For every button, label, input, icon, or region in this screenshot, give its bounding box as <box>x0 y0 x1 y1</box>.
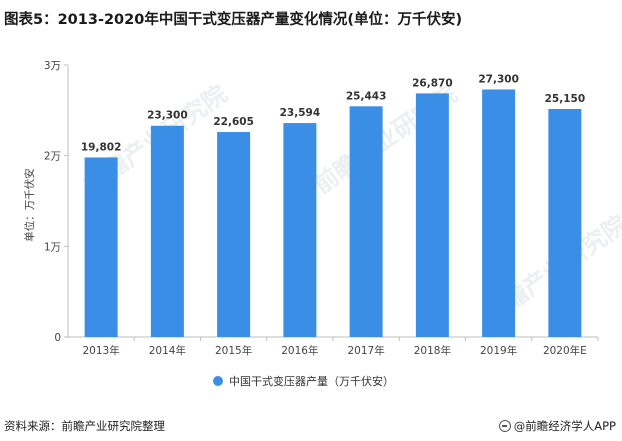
x-tick-label: 2019年 <box>480 344 517 357</box>
data-label: 26,870 <box>412 77 453 89</box>
legend-marker <box>213 376 223 386</box>
data-label: 25,150 <box>545 93 586 105</box>
bar <box>415 93 449 338</box>
y-tick-label: 1万 <box>44 241 61 253</box>
x-tick-label: 2015年 <box>215 344 252 357</box>
chart-title: 图表5：2013-2020年中国干式变压器产量变化情况(单位：万千伏安) <box>4 12 463 28</box>
x-tick-label: 2013年 <box>83 344 120 357</box>
y-axis-label: 单位：万千伏安 <box>23 168 36 242</box>
x-tick-label: 2017年 <box>348 344 385 357</box>
bar <box>482 89 516 337</box>
brand-logo-icon <box>498 420 511 432</box>
bar <box>349 106 383 337</box>
x-tick-label: 2020年E <box>543 344 587 357</box>
source-note: 资料来源：前瞻产业研究院整理 <box>4 419 165 433</box>
bar <box>150 125 184 337</box>
bar <box>84 157 118 337</box>
brand-text: @前瞻经济学人APP <box>513 419 616 433</box>
legend-label: 中国干式变压器产量（万千伏安） <box>229 374 394 388</box>
bar <box>548 108 582 338</box>
x-tick-label: 2014年 <box>149 344 186 357</box>
bar <box>217 132 251 337</box>
x-tick-label: 2018年 <box>414 344 451 357</box>
brand-credit: @前瞻经济学人APP <box>498 418 616 434</box>
data-label: 19,802 <box>81 141 122 153</box>
y-tick-label: 3万 <box>44 60 61 72</box>
y-tick-label: 0 <box>54 332 61 344</box>
data-label: 23,594 <box>280 107 321 119</box>
data-label: 27,300 <box>478 73 519 85</box>
bar <box>283 123 317 337</box>
y-tick-label: 2万 <box>44 151 61 163</box>
x-tick-label: 2016年 <box>281 344 318 357</box>
data-label: 25,443 <box>346 90 387 102</box>
data-label: 23,300 <box>147 110 188 122</box>
data-label: 22,605 <box>213 116 254 128</box>
